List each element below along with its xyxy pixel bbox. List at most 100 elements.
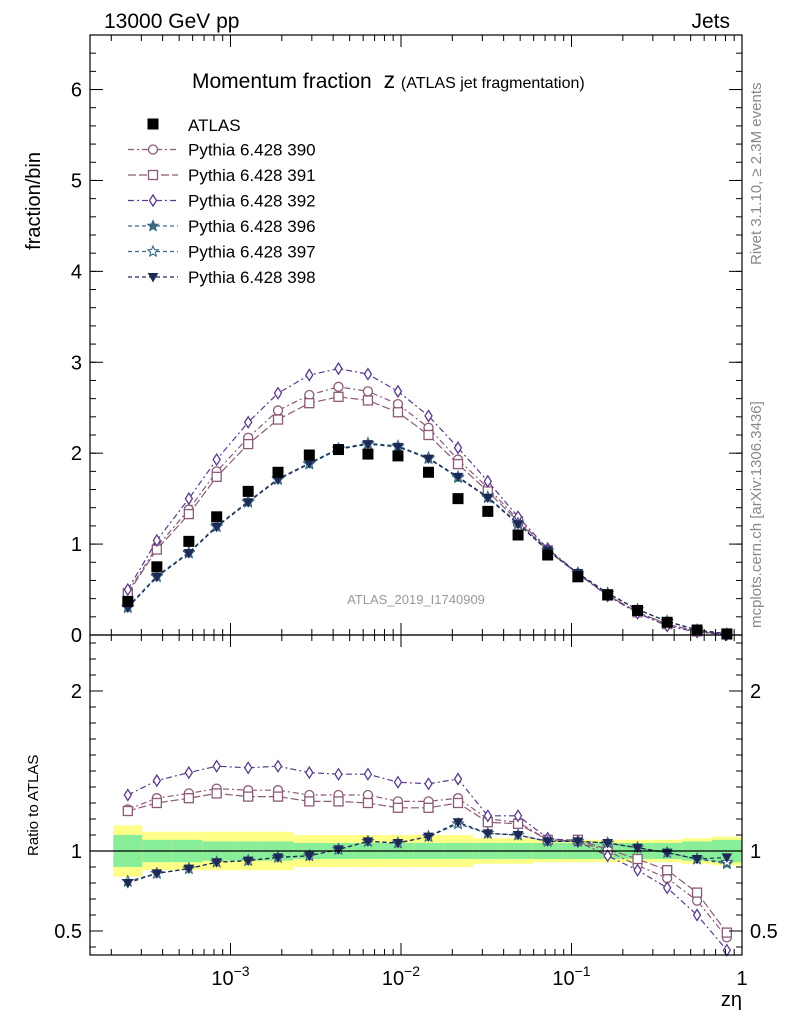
chart-title: Momentum fraction z (ATLAS jet fragmenta… [192,67,585,93]
data-point [211,511,223,523]
chart-title-z: z [384,67,396,93]
ratio-point [721,927,733,938]
legend: ATLAS Pythia 6.428 390 Pythia 6.428 391 Pyt… [128,116,316,287]
ratio-point [632,843,643,854]
series-point [392,442,404,453]
y-tick-label: 0 [71,625,82,647]
legend-label-2: Pythia 6.428 392 [188,192,316,211]
series-point [242,498,254,508]
legend-marker-0 [147,144,159,155]
ratio-point [392,802,404,813]
series-point [393,384,403,399]
ratio-point [632,853,643,865]
series-point [423,454,434,465]
series-point [333,381,344,392]
series-point [392,407,404,418]
ratio-point [272,791,284,802]
x-tick-label: 10−1 [552,963,590,990]
ratio-point [482,829,494,839]
series-point [273,386,283,400]
data-point [242,485,254,497]
series-point [483,474,493,489]
series-point [305,368,314,382]
rivet-label: Rivet 3.1.10, ≥ 2.3M events [748,83,765,266]
series-point [184,491,194,506]
series-point [211,471,222,482]
data-point [661,616,673,628]
series-point [423,429,434,441]
y-tick-label: 5 [71,170,82,192]
ratio-point [243,791,254,802]
legend-marker-2 [148,193,158,208]
header-right: Jets [691,10,730,33]
ratio-point [363,767,373,781]
chart-title-sub: (ATLAS jet fragmentation) [401,75,585,92]
data-point [452,493,464,505]
series-point [272,405,284,416]
data-point [332,444,344,456]
series-point [243,438,254,450]
ratio-point [334,767,343,781]
ratio-point [362,837,374,847]
series-point [452,472,464,483]
legend-marker-3 [146,219,160,232]
header-left: 13000 GeV pp [104,10,239,33]
ratio-point [304,796,315,807]
series-line-2 [127,368,727,636]
legend-label-4: Pythia 6.428 397 [188,243,316,262]
main-data [122,444,733,640]
ratio-point [243,761,253,775]
series-point [123,582,133,597]
ratio-point [512,831,524,841]
y-tick-label: 3 [71,352,82,374]
data-point [272,466,284,478]
data-point [721,628,733,640]
series-point [362,395,374,406]
ratio-point [305,765,314,780]
ratio-point [122,805,133,817]
ratio-point [123,788,133,802]
data-point [303,449,315,461]
ratio-point [211,788,222,799]
series-point [482,493,494,504]
data-point [423,466,435,478]
series-point [363,367,373,381]
ratio-point [211,858,223,868]
ratio-point [393,775,403,789]
ratio-point [151,797,163,809]
ratio-point [242,856,254,867]
x-tick-label: 1 [736,968,747,990]
ratio-point [151,869,163,879]
series-point [152,533,162,548]
data-point [512,529,524,541]
legend-label-1: Pythia 6.428 391 [188,166,316,185]
legend-marker-1 [147,169,159,181]
ratio-point [423,832,434,843]
ratio-point [362,797,374,809]
y-tick-label: 4 [71,261,82,283]
ratio-point [722,943,732,957]
ratio-point [662,865,673,876]
series-point [424,409,433,423]
series-point [362,386,374,397]
ratio-panel: 0.5 0.5 1 1 2 2 10−3 10−2 10−1 1 [54,634,778,990]
series-point [212,452,221,467]
data-point [362,448,374,460]
ratio-series [90,759,742,957]
data-point [151,561,163,573]
x-tick-label: 10−2 [382,963,420,990]
y-tick-label: 0.5 [54,921,82,943]
series-point [334,361,343,376]
axes-frame [89,634,743,956]
series-point [272,414,284,425]
series-line-1 [127,396,727,636]
series-point [333,391,344,402]
legend-marker-5 [147,273,159,283]
ratio-point [572,837,584,847]
ratio-point [662,881,672,895]
ratio-point [183,793,195,804]
mcplots-label: mcplots.cern.ch [arXiv:1306.3436] [748,401,765,628]
ratio-point [691,855,703,865]
ratio-point [333,845,344,855]
